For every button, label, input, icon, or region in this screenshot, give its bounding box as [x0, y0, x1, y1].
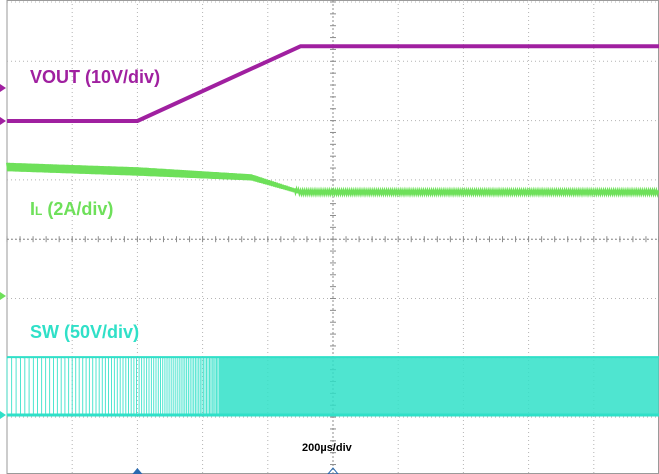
channel-markers: [0, 84, 339, 474]
il-label: IL (2A/div): [30, 199, 113, 220]
channel-marker-icon: [0, 84, 6, 92]
il-name: I: [30, 199, 36, 219]
il-trace: [6, 162, 659, 198]
channel-marker-icon: [0, 411, 6, 419]
il-subscript: L: [35, 204, 43, 218]
vout-scale: 10V/div: [91, 67, 155, 87]
il-scale: 2A/div: [53, 199, 108, 219]
channel-marker-icon: [0, 117, 6, 125]
vout-name: VOUT: [30, 67, 81, 87]
il-scale-open: (: [47, 199, 54, 219]
sw-scale: 50V/div: [70, 322, 134, 342]
timebase-label: 200µs/div: [302, 442, 352, 454]
vout-scale-close: ): [154, 67, 161, 87]
sw-scale-open: (: [64, 322, 71, 342]
sw-pulses: [6, 357, 659, 415]
vout-scale-open: (: [85, 67, 92, 87]
il-scale-close: ): [107, 199, 114, 219]
vout-trace: [7, 44, 659, 123]
sw-name: SW: [30, 322, 59, 342]
vout-label: VOUT (10V/div): [30, 67, 160, 88]
trigger-marker-icon: [132, 468, 143, 474]
center-marker-icon: [327, 467, 339, 474]
traces: [6, 44, 659, 417]
sw-label: SW (50V/div): [30, 322, 139, 343]
channel-marker-icon: [0, 292, 6, 300]
sw-scale-close: ): [133, 322, 140, 342]
